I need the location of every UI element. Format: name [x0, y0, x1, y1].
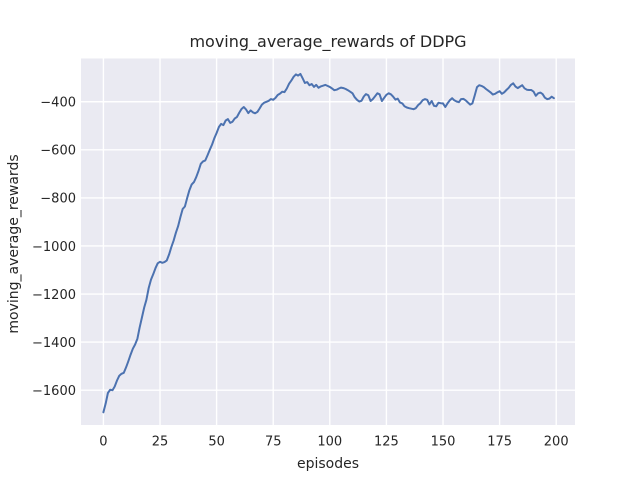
- y-tick-label: −600: [40, 144, 76, 159]
- y-tick-labels: −400 −600 −800 −1000 −1200 −1400 −1600: [32, 96, 76, 399]
- x-tick-labels: 0 25 50 75 100 125 150 175 200: [99, 435, 568, 450]
- x-axis-label: episodes: [297, 456, 359, 472]
- y-tick-label: −800: [40, 192, 76, 207]
- y-tick-label: −1400: [32, 336, 76, 351]
- chart-title: moving_average_rewards of DDPG: [189, 32, 466, 52]
- x-tick-label: 125: [374, 435, 399, 450]
- x-tick-label: 100: [317, 435, 342, 450]
- y-tick-label: −1600: [32, 384, 76, 399]
- x-tick-label: 175: [487, 435, 512, 450]
- plot-area: [81, 58, 575, 425]
- y-tick-label: −1000: [32, 240, 76, 255]
- x-tick-label: 25: [152, 435, 169, 450]
- y-tick-label: −400: [40, 96, 76, 111]
- x-tick-label: 0: [99, 435, 107, 450]
- gridlines: [81, 58, 575, 425]
- y-tick-label: −1200: [32, 288, 76, 303]
- y-axis-label: moving_average_rewards: [6, 154, 22, 333]
- x-tick-label: 150: [431, 435, 456, 450]
- x-tick-label: 75: [265, 435, 282, 450]
- data-line: [102, 72, 555, 414]
- x-tick-label: 200: [544, 435, 569, 450]
- x-tick-label: 50: [208, 435, 225, 450]
